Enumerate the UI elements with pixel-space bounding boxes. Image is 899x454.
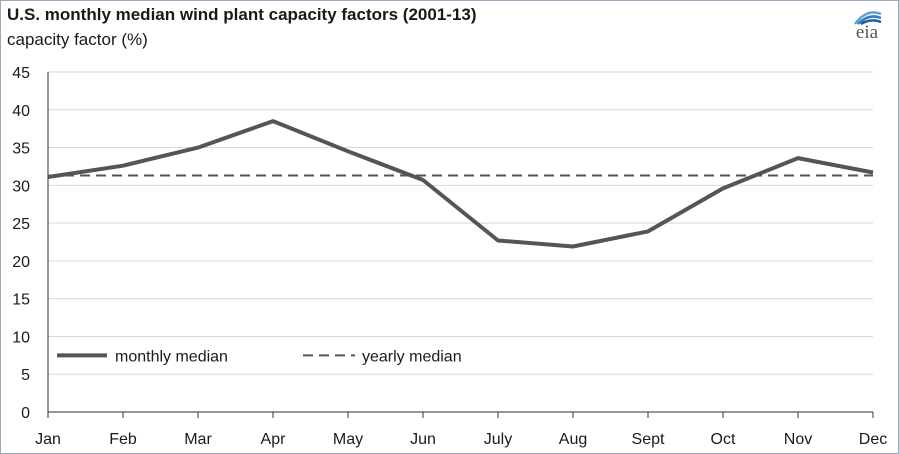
eia-logo-arcs-icon xyxy=(854,11,882,26)
x-tick-label: Feb xyxy=(109,431,137,448)
chart-title: U.S. monthly median wind plant capacity … xyxy=(7,5,477,24)
y-tick-label: 35 xyxy=(12,141,30,158)
eia-logo-text: eia xyxy=(855,22,879,43)
eia-logo: eia xyxy=(845,6,889,43)
legend-label-monthly-median: monthly median xyxy=(115,348,228,365)
x-tick-label: Nov xyxy=(784,431,812,448)
x-tick-label: Mar xyxy=(184,431,212,448)
x-tick-label: Oct xyxy=(711,431,736,448)
y-tick-label: 0 xyxy=(21,405,30,422)
x-tick-label: Apr xyxy=(261,431,287,448)
y-axis-label: capacity factor (%) xyxy=(7,30,148,49)
legend-label-yearly-median: yearly median xyxy=(362,348,462,365)
y-tick-label: 25 xyxy=(12,216,30,233)
x-tick-label: May xyxy=(333,431,363,448)
series-line-monthly-median xyxy=(47,119,874,249)
x-tick-label: Sept xyxy=(632,431,665,448)
x-tick-label: Jun xyxy=(410,431,436,448)
y-tick-label: 30 xyxy=(12,178,30,195)
x-tick-label: Aug xyxy=(559,431,587,448)
y-tick-label: 10 xyxy=(12,329,30,346)
y-tick-label: 45 xyxy=(12,65,30,82)
x-tick-label: Jan xyxy=(35,431,61,448)
y-tick-label: 5 xyxy=(21,367,30,384)
x-tick-label: Dec xyxy=(859,431,887,448)
y-tick-label: 40 xyxy=(12,103,30,120)
y-tick-label: 20 xyxy=(12,254,30,271)
y-tick-label: 15 xyxy=(12,292,30,309)
x-tick-label: July xyxy=(484,431,512,448)
